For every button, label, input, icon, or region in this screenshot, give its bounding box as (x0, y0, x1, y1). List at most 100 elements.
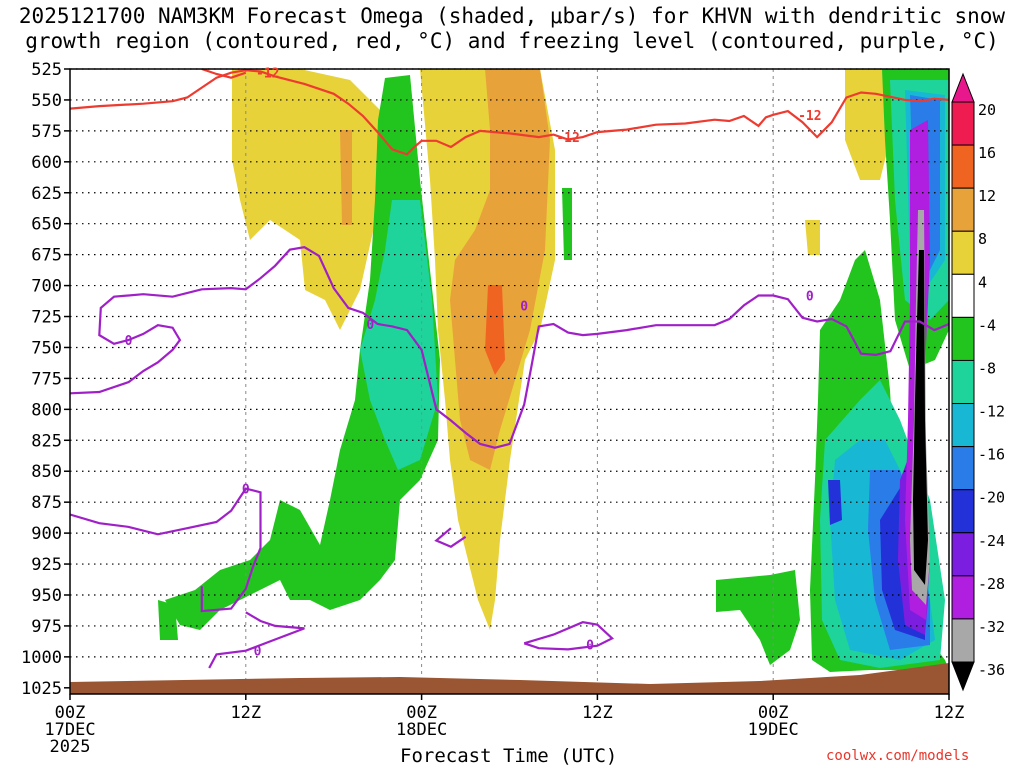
credit-link[interactable]: coolwx.com/models (826, 748, 970, 764)
colorbar-min-arrow (951, 661, 975, 692)
y-axis: 525 550 575 600 625 650 675 700 725 750 775 800 825 8… (21, 60, 70, 699)
freezing-level-contour (208, 611, 305, 669)
omega-shading (158, 69, 949, 672)
colorbar-segment (951, 489, 975, 534)
x-tick-label: 12Z (230, 703, 261, 723)
freezing-level-contour (70, 246, 949, 449)
contour-label: 0 (586, 638, 594, 653)
omega-negative-region (562, 188, 572, 260)
y-tick-label: 575 (31, 122, 62, 142)
y-tick-label: 600 (31, 153, 62, 173)
colorbar-segment (951, 446, 975, 491)
colorbar-segment (951, 618, 975, 663)
y-tick-label: 750 (31, 338, 62, 358)
x-tick-label: 00Z (406, 703, 437, 723)
y-tick-label: 550 (31, 91, 62, 111)
contour-label: 0 (125, 334, 133, 349)
omega-negative-region (165, 75, 440, 630)
y-tick-label: 675 (31, 246, 62, 266)
colorbar-label: -28 (978, 575, 1005, 593)
x-tick-label: 19DEC (748, 720, 799, 740)
colorbar-segment (951, 316, 975, 361)
contour-label: 0 (366, 318, 374, 333)
y-tick-label: 725 (31, 308, 62, 328)
omega-negative-region-moderate (360, 200, 438, 470)
contour-label: 0 (242, 483, 250, 498)
omega-positive-region-strong (485, 285, 505, 375)
y-tick-label: 625 (31, 184, 62, 204)
title-line-2: growth region (contoured, red, °C) and f… (25, 29, 999, 53)
colorbar-label: -32 (978, 618, 1005, 636)
omega-positive-region (845, 69, 890, 180)
y-tick-label: 775 (31, 369, 62, 389)
contour-label: 0 (254, 645, 262, 660)
title-line-1: 2025121700 NAM3KM Forecast Omega (shaded… (18, 4, 1006, 28)
colorbar-label: -16 (978, 446, 1005, 464)
dgz-contour-line (70, 69, 949, 156)
contour-label: 0 (520, 299, 528, 314)
dgz-contour-line (201, 69, 247, 79)
omega-positive-region (232, 69, 380, 330)
y-tick-label: 875 (31, 493, 62, 513)
freezing-level-contour (523, 621, 615, 651)
colorbar-segment (951, 359, 975, 405)
y-tick-label: 1025 (21, 679, 62, 699)
colorbar-segment (951, 230, 975, 275)
contour-label: 0 (806, 289, 814, 304)
colorbar-label: 8 (978, 230, 987, 248)
x-tick-label: 18DEC (396, 720, 447, 740)
contour-lines (70, 69, 949, 669)
colorbar-label: -12 (978, 403, 1005, 421)
omega-positive-region-strong (450, 69, 550, 470)
colorbar-label: -4 (978, 316, 996, 334)
contour-labels: -12 -12 -12 0 0 0 0 0 0 0 (125, 67, 822, 660)
colorbar-segment (951, 101, 975, 146)
omega-positive-region-strong (340, 130, 352, 225)
omega-negative-region (158, 600, 178, 640)
plot-frame (69, 68, 950, 695)
freezing-level-contour (434, 527, 467, 548)
colorbar: 20 16 12 8 4 -4 -8 -12 -16 -20 -24 -28 -32 -36 (951, 72, 1005, 692)
colorbar-label: -24 (978, 532, 1005, 550)
x-tick-label: 00Z (55, 703, 86, 723)
colorbar-label: 12 (978, 187, 996, 205)
y-tick-label: 1000 (21, 648, 62, 668)
colorbar-segment (951, 273, 975, 318)
colorbar-segment (951, 403, 975, 448)
omega-negative-region-extreme (913, 250, 928, 585)
colorbar-segment (951, 532, 975, 577)
y-tick-label: 950 (31, 586, 62, 606)
x-axis-label: Forecast Time (UTC) (400, 745, 618, 767)
y-tick-label: 825 (31, 431, 62, 451)
x-tick-label: 2025 (50, 737, 91, 757)
y-tick-label: 900 (31, 524, 62, 544)
colorbar-max-arrow (951, 72, 975, 103)
x-tick-label: 12Z (934, 703, 965, 723)
colorbar-segment (951, 144, 975, 189)
colorbar-label: -20 (978, 489, 1005, 507)
colorbar-segment (951, 575, 975, 620)
colorbar-segment (951, 187, 975, 232)
y-tick-label: 800 (31, 400, 62, 420)
omega-negative-region (716, 570, 800, 665)
y-tick-label: 925 (31, 555, 62, 575)
chart-title: 2025121700 NAM3KM Forecast Omega (shaded… (0, 4, 1024, 54)
colorbar-label: 4 (978, 273, 987, 291)
contour-label: -12 (256, 67, 279, 82)
y-tick-label: 525 (31, 60, 62, 80)
colorbar-label: 20 (978, 101, 996, 119)
contour-label: -12 (798, 109, 821, 124)
y-tick-label: 850 (31, 462, 62, 482)
x-tick-label: 00Z (758, 703, 789, 723)
contour-label: -12 (556, 131, 579, 146)
freezing-level-contour (70, 487, 262, 613)
colorbar-label: -36 (978, 661, 1005, 679)
y-tick-label: 975 (31, 617, 62, 637)
terrain-surface (70, 663, 949, 694)
y-tick-label: 650 (31, 215, 62, 235)
x-tick-label: 17DEC (44, 720, 95, 740)
y-tick-label: 700 (31, 277, 62, 297)
omega-positive-region (805, 220, 820, 255)
